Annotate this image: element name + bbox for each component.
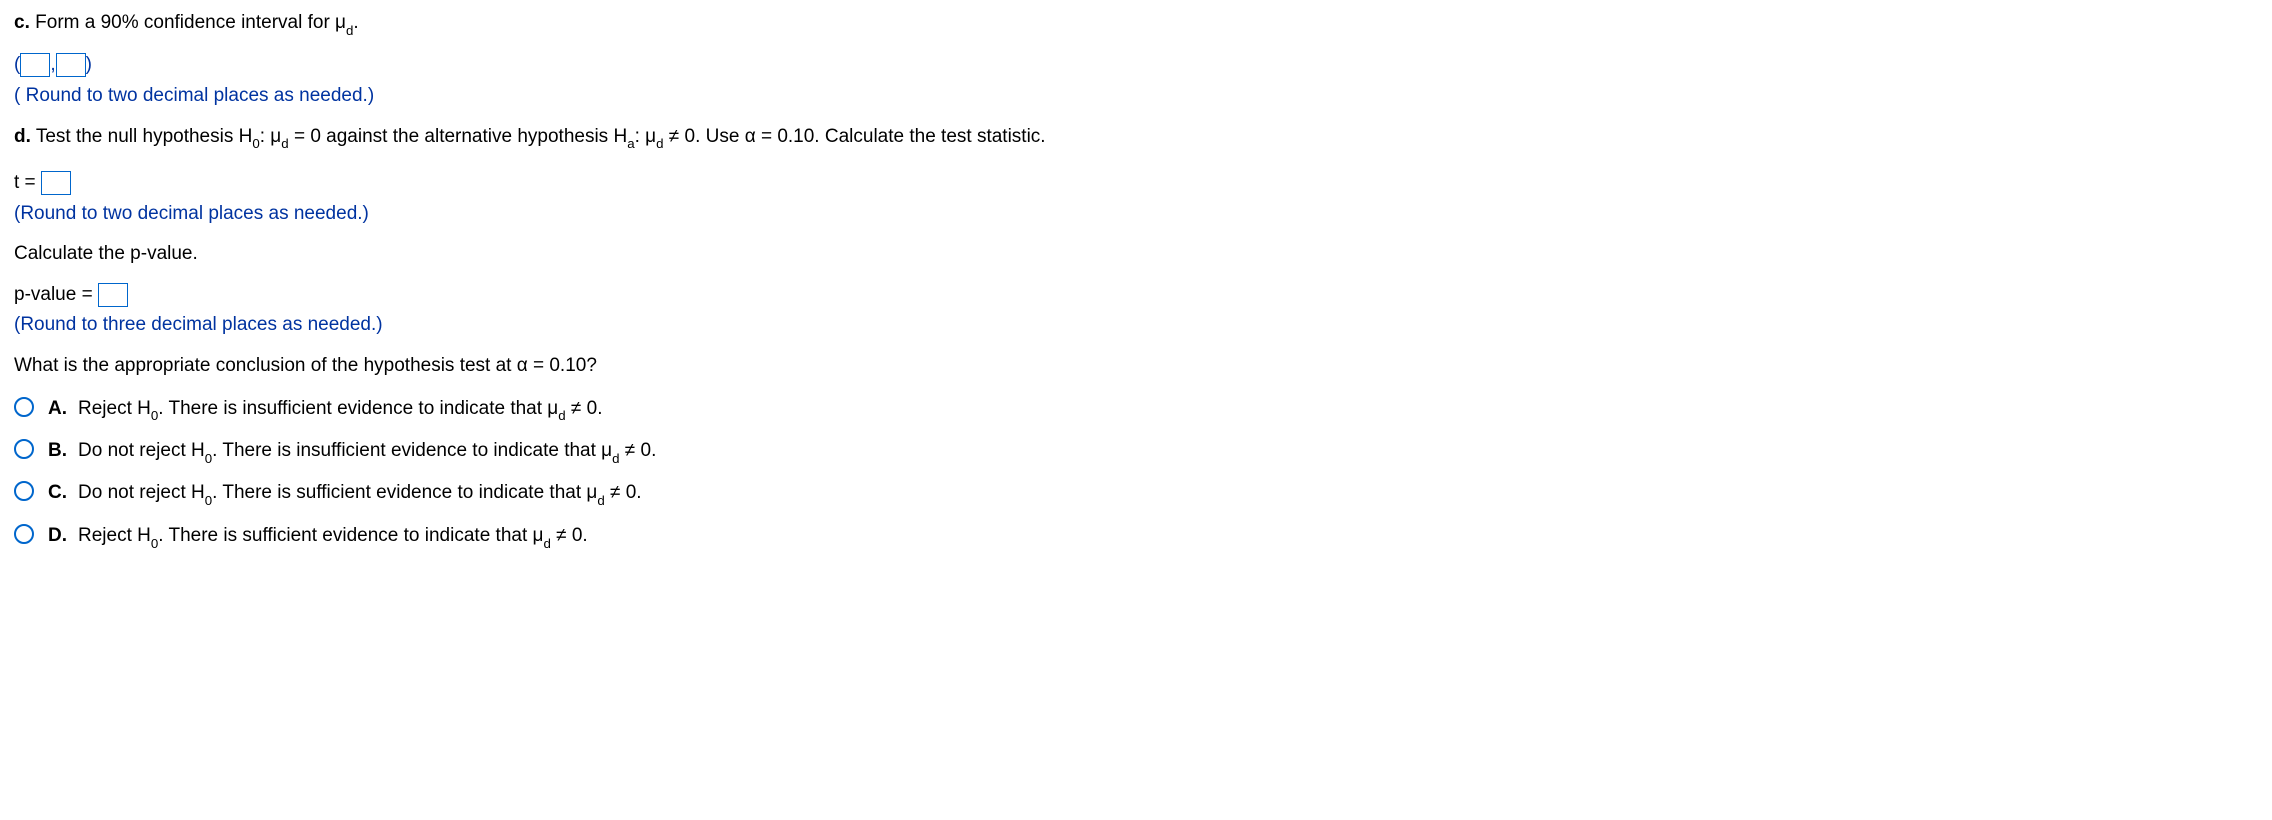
ci-round-note: ( Round to two decimal places as needed.… xyxy=(14,83,2258,110)
c-t1: Do not reject H xyxy=(78,482,205,503)
d2-t1: Reject H xyxy=(78,525,151,546)
ci-input-row: (,) xyxy=(14,52,2258,79)
b-t1: Do not reject H xyxy=(78,440,205,461)
pvalue-round-note: (Round to three decimal places as needed… xyxy=(14,312,2258,339)
conclusion-question: What is the appropriate conclusion of th… xyxy=(14,353,2258,380)
pvalue-label: p-value = xyxy=(14,284,93,305)
option-a[interactable]: A. Reject H0. There is insufficient evide… xyxy=(14,394,2258,424)
d2-s2: d xyxy=(543,536,550,551)
d-s3: a xyxy=(627,136,634,151)
tstat-input[interactable] xyxy=(41,171,71,195)
a-t1: Reject H xyxy=(78,398,151,419)
part-d-label: d. xyxy=(14,126,31,147)
pvalue-row: p-value = xyxy=(14,282,2258,309)
c-s2: d xyxy=(597,493,604,508)
d2-t2: . There is sufficient evidence to indica… xyxy=(158,525,543,546)
part-c-label: c. xyxy=(14,12,30,33)
option-d-label: D. xyxy=(48,523,70,550)
pvalue-intro: Calculate the p-value. xyxy=(14,241,2258,268)
option-c[interactable]: C. Do not reject H0. There is sufficient … xyxy=(14,478,2258,508)
radio-d[interactable] xyxy=(14,524,34,544)
radio-c[interactable] xyxy=(14,481,34,501)
b-t3: ≠ 0. xyxy=(620,440,657,461)
a-s2: d xyxy=(558,408,565,423)
d2-s1: 0 xyxy=(151,536,158,551)
tstat-label: t = xyxy=(14,172,36,193)
d-s2: d xyxy=(281,136,288,151)
a-t2: . There is insufficient evidence to indi… xyxy=(158,398,558,419)
radio-b[interactable] xyxy=(14,439,34,459)
b-s2: d xyxy=(612,451,619,466)
option-d[interactable]: D. Reject H0. There is sufficient evidenc… xyxy=(14,521,2258,551)
d-t2: : μ xyxy=(260,126,282,147)
option-c-text: C. Do not reject H0. There is sufficient … xyxy=(48,480,642,508)
d-t4: : μ xyxy=(635,126,657,147)
c-s1: 0 xyxy=(205,493,212,508)
part-c-sub: d xyxy=(346,23,353,38)
radio-a[interactable] xyxy=(14,397,34,417)
part-c-text1: Form a 90% confidence interval for μ xyxy=(35,12,346,33)
d-t3: = 0 against the alternative hypothesis H xyxy=(289,126,628,147)
tstat-round-note: (Round to two decimal places as needed.) xyxy=(14,201,2258,228)
part-d-prompt: d. Test the null hypothesis H0: μd = 0 a… xyxy=(14,124,2258,152)
a-s1: 0 xyxy=(151,408,158,423)
part-c-prompt: c. Form a 90% confidence interval for μd… xyxy=(14,10,2258,38)
c-t3: ≠ 0. xyxy=(605,482,642,503)
a-t3: ≠ 0. xyxy=(566,398,603,419)
tstat-row: t = xyxy=(14,170,2258,197)
ci-upper-input[interactable] xyxy=(56,53,86,77)
options-group: A.Reject H0. There is insufficient evide… xyxy=(14,394,2258,552)
pvalue-input[interactable] xyxy=(98,283,128,307)
b-t2: . There is insufficient evidence to indi… xyxy=(212,440,612,461)
option-c-label: C. xyxy=(48,480,70,507)
ci-lower-input[interactable] xyxy=(20,53,50,77)
d2-t3: ≠ 0. xyxy=(551,525,588,546)
option-d-text: D. Reject H0. There is sufficient evidenc… xyxy=(48,523,588,551)
close-paren: ) xyxy=(86,54,92,75)
part-c-text2: . xyxy=(353,12,358,33)
d-s4: d xyxy=(656,136,663,151)
option-a-label: A. xyxy=(48,396,70,423)
d-s1: 0 xyxy=(252,136,259,151)
option-b-text: B. Do not reject H0. There is insufficien… xyxy=(48,438,656,466)
option-b-label: B. xyxy=(48,438,70,465)
d-t1: Test the null hypothesis H xyxy=(36,126,253,147)
c-t2: . There is sufficient evidence to indica… xyxy=(212,482,597,503)
option-a-text: A. Reject H0. There is insufficient evide… xyxy=(48,396,603,424)
option-b[interactable]: B. Do not reject H0. There is insufficien… xyxy=(14,436,2258,466)
d-t5: ≠ 0. Use α = 0.10. Calculate the test st… xyxy=(664,126,1046,147)
b-s1: 0 xyxy=(205,451,212,466)
